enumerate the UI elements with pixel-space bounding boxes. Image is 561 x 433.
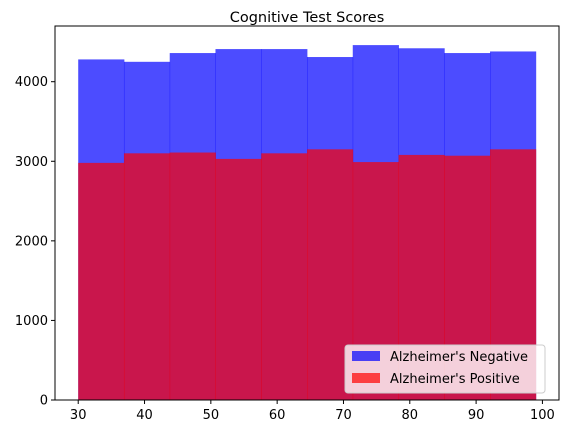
- y-tick-label: 1000: [15, 314, 48, 329]
- bars-layer: [78, 45, 537, 401]
- y-axis-ticks: 0 1000 2000 3000 4000: [15, 75, 55, 409]
- x-tick-label: 100: [530, 408, 555, 423]
- y-tick-label: 4000: [15, 75, 48, 90]
- legend-label-positive: Alzheimer's Positive: [390, 372, 520, 387]
- bar-positive-0: [78, 162, 125, 400]
- bar-positive-2: [169, 152, 216, 400]
- y-tick-label: 3000: [15, 155, 48, 170]
- x-tick-label: 80: [402, 408, 419, 423]
- legend: Alzheimer's Negative Alzheimer's Positiv…: [344, 344, 546, 394]
- x-tick-label: 70: [335, 408, 352, 423]
- legend-swatch-positive: [352, 373, 380, 383]
- legend-label-negative: Alzheimer's Negative: [390, 350, 528, 365]
- x-tick-label: 40: [136, 408, 153, 423]
- x-tick-label: 60: [269, 408, 286, 423]
- chart-title: Cognitive Test Scores: [230, 10, 385, 26]
- y-tick-label: 0: [40, 394, 48, 409]
- bar-positive-3: [215, 158, 262, 400]
- bar-positive-4: [261, 153, 308, 400]
- legend-box: [344, 344, 546, 394]
- bar-positive-1: [123, 153, 171, 400]
- x-tick-label: 90: [468, 408, 485, 423]
- plot-frame: [54, 25, 560, 401]
- x-tick-label: 50: [203, 408, 220, 423]
- legend-swatch-negative: [352, 351, 380, 361]
- x-tick-label: 30: [70, 408, 87, 423]
- y-tick-label: 2000: [15, 234, 48, 249]
- x-axis-ticks: 30 40 50 60 70 80 90 100: [70, 400, 555, 423]
